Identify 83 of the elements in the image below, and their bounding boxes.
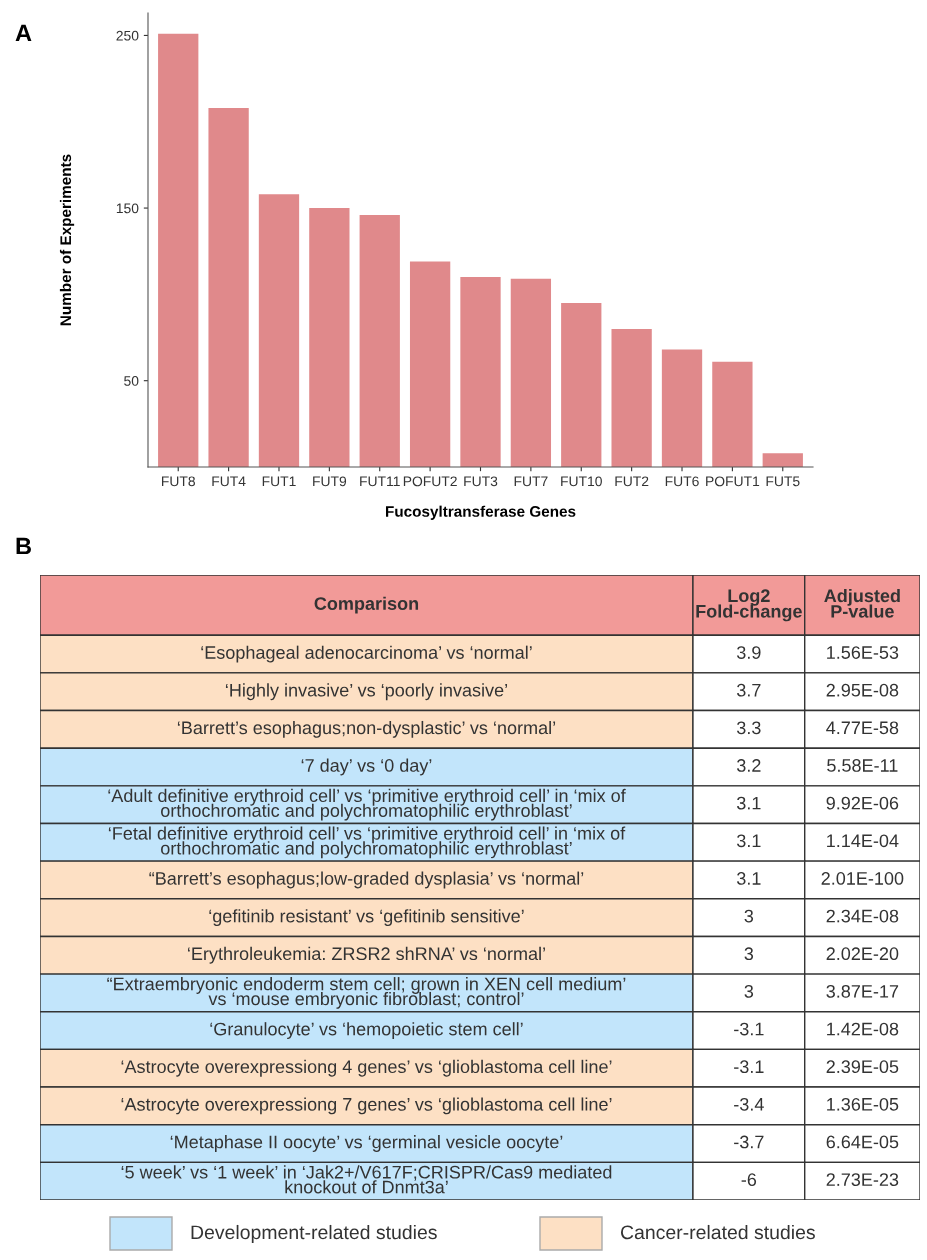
- data-label: -3.7: [734, 1135, 764, 1149]
- y-axis-title: Number of Experiments: [59, 154, 75, 326]
- category-label: ‘Astrocyte overexpressiong 4 genes’ vs ‘glioblastoma cell line’: [121, 1059, 612, 1077]
- bar: [510, 278, 552, 467]
- category-label: ‘Astrocyte overexpressiong 7 genes’ vs ‘glioblastoma cell line’: [121, 1097, 612, 1115]
- category-label: ‘Fetal definitive erythroid cell’ vs ‘primitive erythroid cell’ in ‘mix of orthochromatic and polychromatophilic erythroblast’: [108, 826, 626, 859]
- category-label: ‘5 week’ vs ‘1 week’ in ‘Jak2+/V617F;CRISPR/Cas9 mediated knockout of Dnmt3a’: [121, 1165, 612, 1194]
- bar: [661, 349, 703, 467]
- bar: [561, 303, 602, 467]
- x-tick-label: FUT1: [262, 476, 296, 487]
- data-label: 3: [744, 984, 754, 998]
- category-label: ‘Highly invasive’ vs ‘poorly invasive’: [225, 683, 508, 701]
- bar: [158, 33, 199, 467]
- y-tick-label: 150: [116, 203, 139, 214]
- data-label: 9.92E-06: [826, 796, 899, 810]
- bar: [611, 328, 652, 467]
- data-label: 3: [744, 947, 754, 961]
- data-label: 2.02E-20: [826, 947, 899, 961]
- text: B: [16, 537, 31, 555]
- data-label: 1.42E-08: [827, 1022, 899, 1036]
- data-label: 3.1: [736, 834, 761, 848]
- bar: [409, 261, 451, 467]
- data-label: 1.56E-53: [827, 646, 899, 659]
- x-tick-label: FUT9: [313, 476, 347, 487]
- x-tick-label: FUT4: [212, 476, 246, 487]
- series-label: Log2 Fold-change: [696, 589, 802, 622]
- data-label: 1.14E-04: [827, 834, 899, 848]
- text: Development-related studies: [191, 1224, 437, 1244]
- data-label: -3.4: [734, 1097, 764, 1111]
- data-label: 6.64E-05: [826, 1135, 899, 1149]
- data-label: -3.1: [734, 1060, 764, 1074]
- data-label: -6: [741, 1173, 757, 1187]
- category-label: ‘Metaphase II oocyte’ vs ‘germinal vesicle oocyte’: [170, 1135, 563, 1152]
- category-label: “Barrett’s esophagus;low-graded dysplasia’ vs ‘normal’: [149, 871, 584, 889]
- category-label: ‘gefitinib resistant’ vs ‘gefitinib sensitive’: [209, 909, 524, 927]
- x-tick-label: FUT5: [766, 476, 800, 487]
- data-label: 3: [744, 909, 754, 923]
- data-label: 3.2: [736, 759, 761, 772]
- data-label: 2.73E-23: [826, 1173, 899, 1187]
- bar: [712, 361, 753, 467]
- data-label: 2.01E-100: [821, 872, 904, 885]
- bar: [309, 208, 350, 467]
- data-label: 3.87E-17: [826, 984, 899, 998]
- y-tick-label: 50: [124, 376, 139, 386]
- text: Comparison: [314, 596, 419, 614]
- y-tick-label: 250: [116, 30, 139, 41]
- x-tick-label: FUT6: [665, 476, 699, 487]
- x-axis-title: Fucosyltransferase Genes: [386, 505, 576, 520]
- x-tick-label: FUT2: [615, 476, 649, 487]
- data-label: 3.1: [736, 872, 761, 885]
- data-label: -3.1: [734, 1022, 764, 1036]
- bar: [359, 214, 400, 467]
- category-label: ‘Esophageal adenocarcinoma’ vs ‘normal’: [201, 645, 532, 663]
- data-label: 5.58E-11: [827, 759, 898, 772]
- category-label: ‘Erythroleukemia: ZRSR2 shRNA’ vs ‘normal’: [188, 946, 545, 964]
- category-label: “Extraembryonic endoderm stem cell; grown in XEN cell medium’ vs ‘mouse embryonic fibroblast; control’: [107, 977, 626, 1009]
- x-tick-label: FUT3: [464, 476, 498, 487]
- data-label: 3.1: [736, 796, 761, 810]
- chart-title: A: [15, 24, 32, 42]
- bar: [762, 453, 803, 467]
- data-label: 2.34E-08: [826, 909, 899, 923]
- series-label: Adjusted P-value: [824, 588, 900, 618]
- bar: [460, 277, 501, 467]
- text: Cancer-related studies: [620, 1224, 815, 1240]
- x-tick-label: FUT7: [514, 476, 548, 487]
- data-label: 4.77E-58: [826, 721, 899, 735]
- category-label: ‘Granulocyte’ vs ‘hemopoietic stem cell’: [210, 1022, 523, 1039]
- x-tick-label: FUT11: [360, 476, 400, 487]
- data-label: 2.39E-05: [826, 1060, 899, 1074]
- category-label: ‘Adult definitive erythroid cell’ vs ‘primitive erythroid cell’ in ‘mix of orthochromatic and polychromatophilic erythroblast’: [108, 788, 626, 821]
- category-label: ‘7 day’ vs ‘0 day’: [301, 758, 432, 776]
- category-label: ‘Barrett’s esophagus;non-dysplastic’ vs ‘normal’: [177, 720, 556, 738]
- bar: [208, 107, 249, 467]
- data-label: 3.7: [736, 683, 761, 697]
- x-tick-label: POFUT2: [403, 476, 457, 487]
- x-tick-label: FUT10: [561, 476, 602, 487]
- x-tick-label: POFUT1: [706, 476, 760, 487]
- data-label: 3.9: [736, 646, 761, 659]
- x-tick-label: FUT8: [162, 476, 195, 487]
- data-label: 3.3: [736, 721, 761, 735]
- bar: [258, 194, 300, 467]
- data-label: 1.36E-05: [827, 1097, 899, 1111]
- data-label: 2.95E-08: [826, 683, 899, 697]
